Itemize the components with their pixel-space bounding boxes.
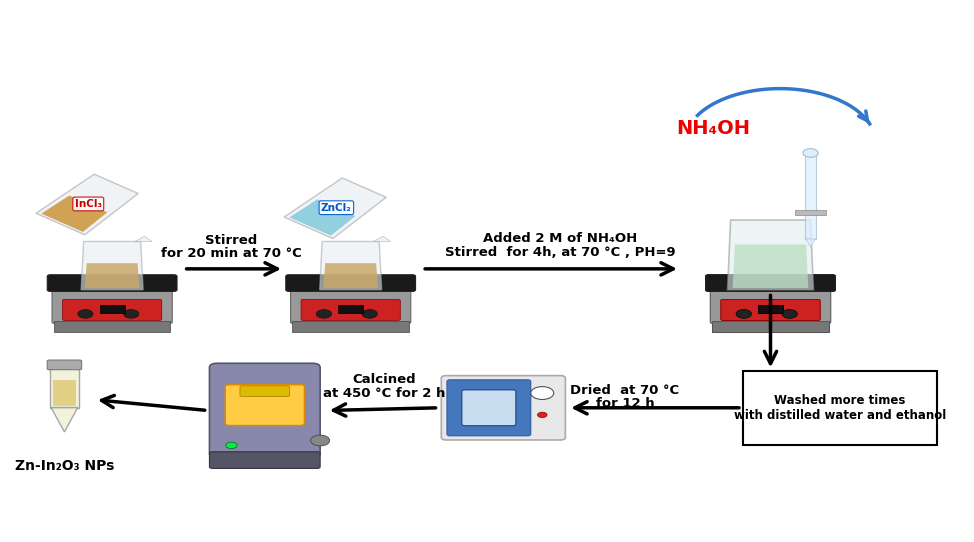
Polygon shape [728, 220, 813, 290]
Text: Washed more times
with distilled water and ethanol: Washed more times with distilled water a… [733, 394, 946, 422]
Polygon shape [85, 263, 139, 288]
FancyBboxPatch shape [209, 363, 320, 457]
Circle shape [538, 412, 547, 417]
Circle shape [736, 309, 751, 318]
Circle shape [311, 435, 329, 446]
FancyBboxPatch shape [285, 275, 416, 292]
FancyBboxPatch shape [705, 275, 836, 292]
FancyBboxPatch shape [712, 321, 829, 332]
Polygon shape [81, 242, 143, 290]
Text: Calcined: Calcined [353, 373, 416, 386]
Text: at 450 °C for 2 h: at 450 °C for 2 h [323, 387, 445, 400]
FancyBboxPatch shape [705, 275, 836, 292]
FancyBboxPatch shape [52, 288, 172, 324]
FancyBboxPatch shape [225, 385, 305, 425]
FancyBboxPatch shape [54, 321, 170, 332]
Polygon shape [323, 263, 378, 288]
FancyBboxPatch shape [209, 452, 320, 468]
FancyBboxPatch shape [447, 380, 531, 436]
FancyBboxPatch shape [290, 288, 411, 324]
FancyBboxPatch shape [292, 321, 409, 332]
FancyBboxPatch shape [53, 380, 76, 406]
Circle shape [782, 309, 798, 318]
FancyBboxPatch shape [62, 299, 162, 320]
Text: Stirred  for 4h, at 70 °C , PH=9: Stirred for 4h, at 70 °C , PH=9 [445, 246, 676, 259]
Text: InCl₃: InCl₃ [75, 199, 102, 209]
FancyBboxPatch shape [462, 390, 516, 425]
FancyBboxPatch shape [758, 305, 783, 313]
Text: Zn-In₂O₃ NPs: Zn-In₂O₃ NPs [15, 459, 114, 473]
Text: Added 2 M of NH₄OH: Added 2 M of NH₄OH [483, 233, 638, 245]
Circle shape [782, 309, 798, 318]
Polygon shape [284, 178, 387, 238]
Polygon shape [732, 244, 808, 288]
Text: NH₄OH: NH₄OH [676, 119, 750, 138]
Circle shape [124, 309, 139, 318]
FancyBboxPatch shape [48, 275, 177, 292]
Polygon shape [41, 196, 107, 232]
FancyBboxPatch shape [301, 299, 400, 320]
Circle shape [78, 309, 94, 318]
FancyBboxPatch shape [721, 299, 820, 320]
FancyBboxPatch shape [712, 321, 829, 332]
FancyBboxPatch shape [50, 362, 79, 408]
FancyBboxPatch shape [441, 376, 565, 440]
Circle shape [531, 386, 554, 399]
Circle shape [736, 309, 751, 318]
FancyBboxPatch shape [48, 360, 82, 370]
FancyBboxPatch shape [338, 305, 363, 313]
Circle shape [226, 442, 237, 449]
Circle shape [317, 309, 331, 318]
Polygon shape [36, 174, 138, 235]
Polygon shape [289, 199, 356, 236]
Polygon shape [51, 408, 78, 432]
FancyBboxPatch shape [721, 299, 820, 320]
Polygon shape [319, 242, 382, 290]
Circle shape [803, 149, 818, 157]
Text: Stirred: Stirred [206, 234, 257, 247]
Circle shape [362, 309, 377, 318]
FancyBboxPatch shape [710, 288, 831, 324]
FancyBboxPatch shape [710, 288, 831, 324]
FancyBboxPatch shape [796, 210, 826, 215]
FancyBboxPatch shape [99, 305, 125, 313]
Polygon shape [135, 236, 152, 242]
FancyBboxPatch shape [743, 371, 937, 445]
Text: for 20 min at 70 °C: for 20 min at 70 °C [161, 247, 302, 260]
Text: for 12 h: for 12 h [596, 397, 655, 410]
FancyBboxPatch shape [805, 152, 816, 240]
Polygon shape [805, 239, 815, 247]
Polygon shape [373, 236, 391, 242]
Text: ZnCl₂: ZnCl₂ [321, 203, 352, 212]
Text: Dried  at 70 °C: Dried at 70 °C [571, 384, 680, 397]
FancyBboxPatch shape [758, 305, 783, 313]
FancyBboxPatch shape [240, 386, 289, 397]
